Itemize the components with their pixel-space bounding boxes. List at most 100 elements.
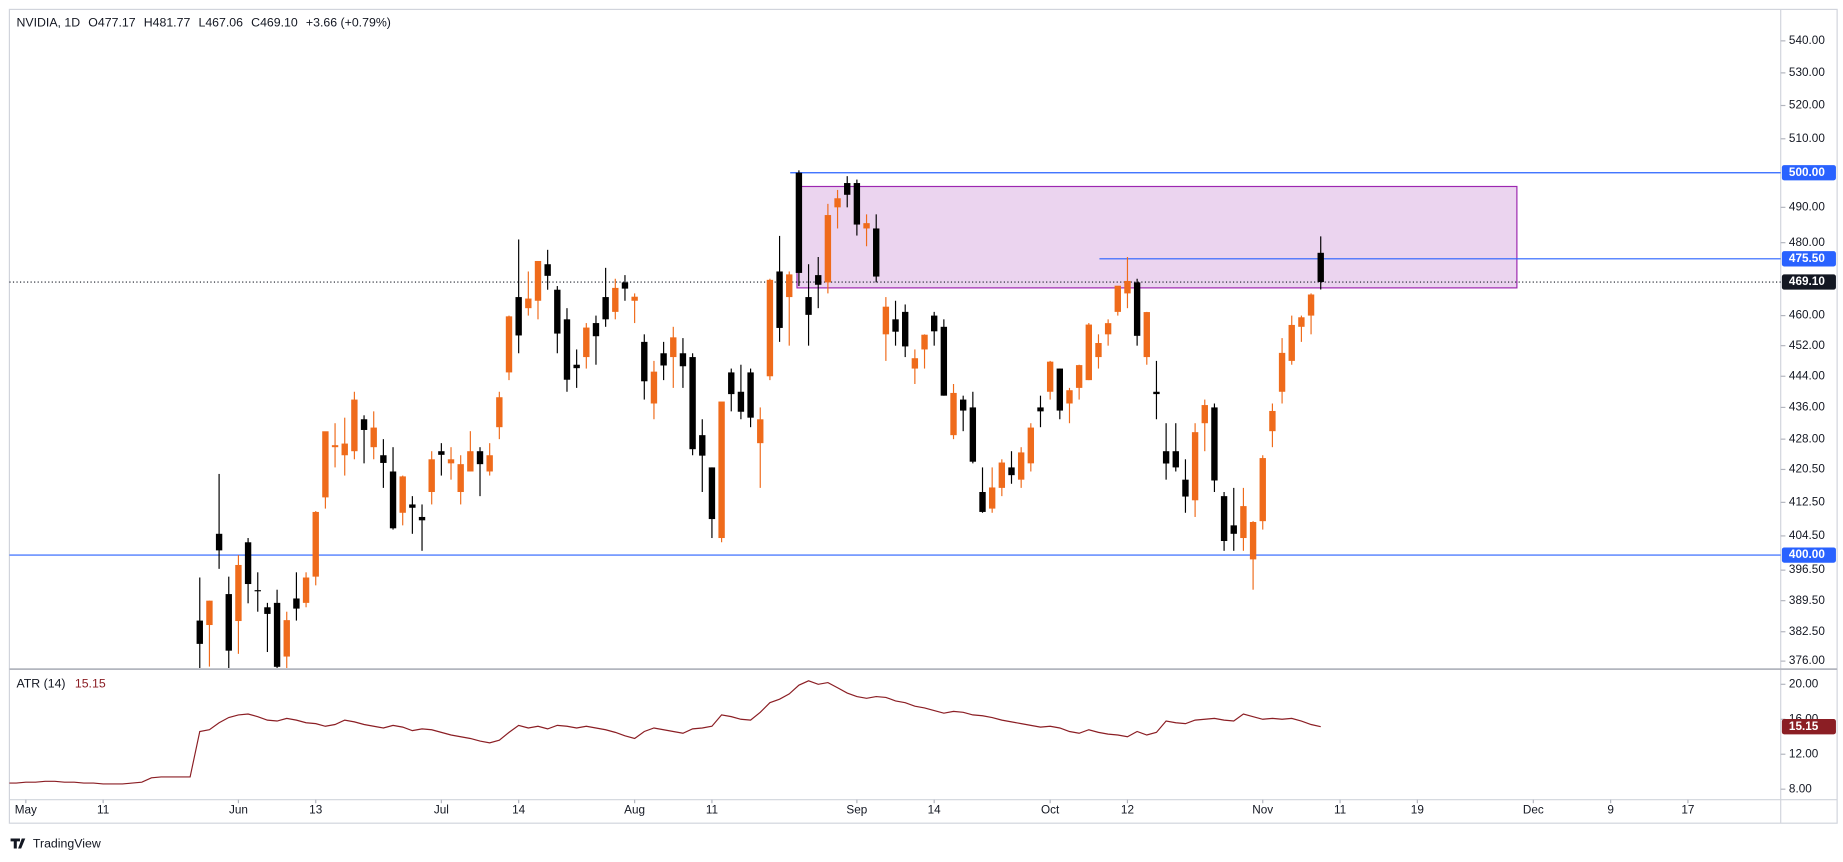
y-tick-label: 530.00 [1789, 66, 1825, 79]
candle-body [1037, 407, 1044, 412]
candle-body [486, 455, 493, 472]
candle-body [998, 462, 1006, 488]
atr-value: 15.15 [75, 677, 106, 691]
zone-layer [796, 185, 1518, 289]
candle-body [824, 215, 832, 283]
candle-body [1259, 458, 1266, 522]
candle-body [573, 364, 580, 369]
y-tick-label: 396.50 [1789, 563, 1825, 576]
candle-body [515, 297, 522, 336]
candle-body [1114, 285, 1121, 312]
candle-body [1269, 410, 1276, 432]
candle-body [1172, 451, 1179, 468]
candle-body [264, 607, 271, 614]
candle-body [708, 467, 716, 520]
close-value: C469.10 [251, 16, 298, 30]
candle-body [283, 620, 290, 657]
candle-body [322, 431, 329, 498]
candle-body [911, 358, 919, 369]
candle-body [602, 297, 609, 320]
price-label: 469.10 [1789, 275, 1825, 288]
candle-body [1124, 280, 1131, 294]
candle-body [438, 451, 445, 455]
candle-body [215, 533, 223, 551]
open-value: O477.17 [88, 16, 135, 30]
candle-body [1162, 451, 1170, 464]
candle-body [699, 435, 706, 456]
candle-body [621, 282, 629, 289]
atr-tick-label: 12.00 [1789, 747, 1819, 760]
header: NVIDIA, 1D O477.17 H481.77 L467.06 C469.… [16, 16, 390, 30]
x-tick-label: Jul [434, 803, 449, 816]
brand-name: TradingView [33, 837, 101, 851]
candle-body [892, 319, 899, 332]
atr-header: ATR (14) 15.15 [16, 677, 105, 691]
price-label-bg [1781, 547, 1836, 563]
candle-body [1317, 252, 1324, 283]
candle-body [235, 564, 242, 622]
x-tick-label: May [15, 803, 37, 816]
atr-label: 15.15 [1789, 720, 1819, 733]
candle-body [399, 476, 406, 513]
price-label: 500.00 [1789, 166, 1825, 179]
price-label-bg [1781, 165, 1836, 181]
candle-body [1085, 324, 1092, 381]
candle-body [921, 334, 928, 350]
candle-body [689, 357, 696, 450]
candle-body [1133, 282, 1141, 336]
candle-body [641, 341, 648, 382]
y-tick-label: 389.50 [1789, 594, 1825, 607]
x-tick-label: 9 [1607, 803, 1614, 816]
x-tick-label: Nov [1252, 803, 1273, 816]
candle-body [1017, 452, 1025, 480]
candle-body [853, 183, 861, 225]
candle-body [525, 298, 532, 309]
x-tick-label: 11 [97, 803, 109, 816]
change-value: +3.66 (+0.79%) [306, 16, 391, 30]
candle-body [370, 427, 377, 448]
candle-body [592, 323, 600, 337]
x-tick-label: 17 [1681, 803, 1694, 816]
candle-body [863, 223, 870, 229]
candle-body [1008, 467, 1015, 476]
y-tick-label: 376.00 [1789, 654, 1825, 667]
logo [10, 838, 26, 849]
candle-body [1240, 506, 1247, 539]
atr-line [9, 680, 1321, 785]
branding: TradingView [10, 837, 101, 851]
x-tick-label: 12 [1121, 803, 1134, 816]
candle-body [969, 407, 977, 462]
candle-body [293, 598, 300, 609]
x-tick-label: 14 [512, 803, 526, 816]
candle-body [612, 287, 619, 312]
axis-layer: 376.00 382.50 389.50 396.50 404.50 412.50 420.… [15, 34, 1836, 816]
candle-body [312, 511, 319, 577]
candle-body [650, 371, 658, 404]
candle-body [882, 306, 890, 335]
price-label-bg [1781, 251, 1836, 267]
y-tick-label: 382.50 [1789, 625, 1825, 638]
candle-body [534, 260, 542, 301]
candle-body [1278, 352, 1286, 392]
atr-tick-label: 20.00 [1789, 677, 1819, 690]
candle-body [988, 487, 996, 509]
candle-body [1182, 479, 1189, 497]
candle-body [1307, 294, 1315, 316]
candle-body [544, 264, 551, 276]
low-value: L467.06 [198, 16, 243, 30]
y-tick-label: 436.00 [1789, 401, 1825, 414]
y-tick-label: 452.00 [1789, 339, 1825, 352]
x-tick-label: 19 [1411, 803, 1424, 816]
candle-body [805, 297, 812, 315]
atr-tick-label: 8.00 [1789, 782, 1812, 795]
candle-body [1075, 365, 1083, 388]
candle-body [428, 459, 435, 493]
x-tick-label: 14 [928, 803, 942, 816]
y-tick-label: 520.00 [1789, 99, 1825, 112]
candle-body [1288, 324, 1295, 361]
y-tick-label: 480.00 [1789, 236, 1825, 249]
candle-body [815, 275, 822, 285]
candle-body [1191, 432, 1199, 501]
